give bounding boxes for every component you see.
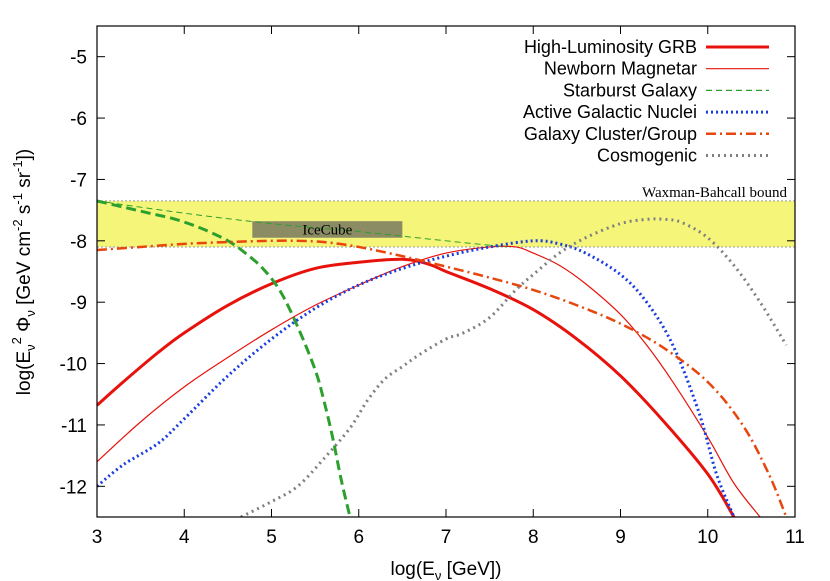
legend-label: Newborn Magnetar: [544, 59, 697, 79]
series-galaxy-cluster-group: [97, 239, 788, 517]
icecube-label: IceCube: [302, 222, 352, 238]
y-tick-label: -9: [70, 293, 87, 314]
legend-label: Starburst Galaxy: [563, 80, 697, 100]
x-axis-title: log(Eν [GeV]): [390, 559, 501, 581]
x-tick-label: 6: [353, 527, 364, 548]
x-tick-label: 8: [528, 527, 539, 548]
y-axis-title: log(Eν2 Φν [GeV cm-2 s-1 sr-1]): [9, 149, 38, 395]
x-tick-label: 11: [785, 527, 805, 548]
series-starburst-galaxy-upper: [97, 200, 508, 248]
legend-label: Galaxy Cluster/Group: [524, 124, 697, 144]
y-tick-label: -12: [60, 477, 87, 498]
legend-label: High-Luminosity GRB: [524, 37, 697, 57]
series-cosmogenic: [240, 217, 788, 517]
x-tick-label: 3: [92, 527, 103, 548]
legend-label: Active Galactic Nuclei: [523, 102, 697, 122]
series-newborn-magnetar: [97, 245, 761, 517]
flux-bands: [97, 200, 795, 248]
series-high-luminosity-grb: [97, 257, 736, 517]
y-tick-label: -6: [70, 109, 87, 130]
plot-frame: [96, 25, 796, 518]
y-tick-label: -5: [70, 48, 87, 69]
x-tick-label: 5: [266, 527, 277, 548]
waxman-bahcall-label: Waxman-Bahcall bound: [642, 185, 787, 201]
series-group: [97, 199, 788, 517]
y-tick-label: -11: [61, 416, 87, 437]
x-tick-label: 7: [441, 527, 452, 548]
y-tick-label: -10: [60, 355, 87, 376]
x-tick-label: 9: [615, 527, 626, 548]
x-tick-label: 4: [179, 527, 190, 548]
y-tick-label: -8: [70, 232, 87, 253]
y-tick-label: -7: [70, 170, 87, 191]
axis-ticks: 3 4 5 6 7 8 9 10 11 -12 -11 -10 -9 -8 -7 -6 -5: [60, 26, 805, 548]
legend-label: Cosmogenic: [597, 146, 697, 166]
waxman-bahcall-band: [97, 200, 795, 247]
series-starburst-galaxy: [97, 199, 352, 517]
series-active-galactic-nuclei: [97, 239, 736, 517]
x-tick-label: 10: [697, 527, 718, 548]
